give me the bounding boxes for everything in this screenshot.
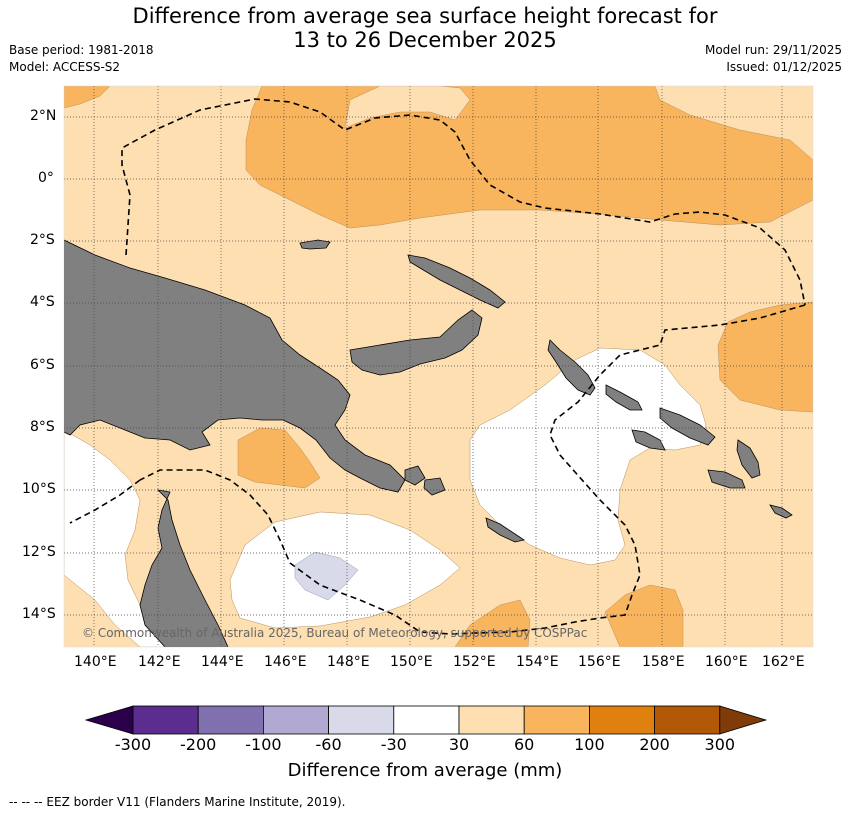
anomaly-neutral-torres xyxy=(64,429,166,647)
louisiade-island xyxy=(485,517,526,543)
choiseul-island xyxy=(605,384,643,411)
colorbar-label: Difference from average (mm) xyxy=(287,760,563,781)
model-text: Model: ACCESS-S2 xyxy=(9,60,121,74)
anomaly-60-100-nw-corner xyxy=(64,86,111,109)
lon-label-160e: 160°E xyxy=(705,654,748,670)
anomaly-negative-patch xyxy=(294,551,359,601)
map-frame xyxy=(63,85,814,648)
colorbar-tick-label: -300 xyxy=(114,735,152,754)
title-line-2: 13 to 26 December 2025 xyxy=(293,28,557,52)
anomaly-60-100-north xyxy=(245,86,813,229)
colorbar-tick-label: -200 xyxy=(180,735,217,754)
makira-island xyxy=(707,469,746,489)
colorbar-tick-label: -100 xyxy=(245,735,282,754)
guadalcanal-island xyxy=(631,429,666,451)
map-panel: © Commonwealth of Australia 2025, Bureau… xyxy=(63,85,814,648)
new-britain-island xyxy=(349,309,483,376)
lon-label-156e: 156°E xyxy=(578,654,621,670)
lon-label-152e: 152°E xyxy=(453,654,496,670)
anomaly-60-100-south-2 xyxy=(604,584,684,647)
lon-label-150e: 150°E xyxy=(390,654,433,670)
colorbar-segment xyxy=(589,705,656,735)
colorbar-segment xyxy=(393,705,460,735)
dentrecasteaux-islands xyxy=(404,465,446,496)
lon-label-144e: 144°E xyxy=(201,654,244,670)
base-period-text: Base period: 1981-2018 xyxy=(9,43,154,57)
colorbar-segment xyxy=(197,705,264,735)
lat-label-12s: 12°S xyxy=(22,544,56,560)
lon-label-142e: 142°E xyxy=(138,654,181,670)
lon-label-158e: 158°E xyxy=(642,654,685,670)
new-guinea-island xyxy=(64,239,406,493)
lat-label-4s: 4°S xyxy=(30,294,55,310)
colorbar-under-arrow xyxy=(84,705,134,735)
colorbar-tick-label: 300 xyxy=(704,735,736,754)
eez-borders xyxy=(69,98,806,635)
cape-york-peninsula xyxy=(139,489,229,647)
anomaly-30-60-pocket-north xyxy=(344,86,471,129)
meta-left: Base period: 1981-2018 Model: ACCESS-S2 xyxy=(9,42,154,76)
new-ireland-island xyxy=(407,254,506,309)
lon-label-162e: 162°E xyxy=(762,654,805,670)
santa-isabel-island xyxy=(659,407,716,446)
malaita-island xyxy=(736,439,761,479)
colorbar-tick-label: 60 xyxy=(514,735,535,754)
lon-label-140e: 140°E xyxy=(74,654,117,670)
lon-label-154e: 154°E xyxy=(516,654,559,670)
colorbar-tick-label: 200 xyxy=(639,735,670,754)
colorbar-segment xyxy=(132,705,199,735)
anomaly-60-100-east xyxy=(717,301,813,413)
lat-label-10s: 10°S xyxy=(22,481,56,497)
lat-label-8s: 8°S xyxy=(30,419,55,435)
model-run-text: Model run: 29/11/2025 xyxy=(704,43,842,57)
chart-title: Difference from average sea surface heig… xyxy=(0,4,850,52)
lat-label-6s: 6°S xyxy=(30,357,55,373)
colorbar-segment xyxy=(523,705,590,735)
lon-label-148e: 148°E xyxy=(327,654,370,670)
anomaly-60-100-south-1 xyxy=(454,599,531,647)
lon-label-146e: 146°E xyxy=(264,654,307,670)
colorbar-segment xyxy=(654,705,721,735)
meta-right: Model run: 29/11/2025 Issued: 01/12/2025 xyxy=(705,42,842,76)
bougainville-island xyxy=(547,339,596,396)
lat-label-2s: 2°S xyxy=(30,232,55,248)
colorbar-tick-label: -30 xyxy=(380,735,407,754)
land-masses xyxy=(64,239,793,647)
issued-text: Issued: 01/12/2025 xyxy=(726,60,842,74)
lat-label-0: 0° xyxy=(38,170,54,186)
colorbar xyxy=(84,705,768,735)
lat-label-14s: 14°S xyxy=(22,606,56,622)
colorbar-tick-label: -60 xyxy=(315,735,342,754)
eez-torres xyxy=(69,479,141,524)
colorbar-tick-label: 100 xyxy=(574,735,605,754)
eez-legend-text: -- -- -- EEZ border V11 (Flanders Marine… xyxy=(9,795,346,809)
title-line-1: Difference from average sea surface heig… xyxy=(132,4,718,28)
colorbar-segment xyxy=(262,705,329,735)
copyright-text: © Commonwealth of Australia 2025, Bureau… xyxy=(82,626,587,640)
gridlines xyxy=(64,86,813,647)
colorbar-tick-label: 30 xyxy=(448,735,470,754)
colorbar-segment xyxy=(458,705,525,735)
lat-label-2n: 2°N xyxy=(30,108,57,124)
colorbar-segment xyxy=(328,705,395,735)
colorbar-over-arrow xyxy=(719,705,768,735)
anomaly-60-100-gulf xyxy=(237,427,321,489)
rennell-island xyxy=(769,504,793,519)
eez-png-solomon xyxy=(139,304,806,635)
manus-island xyxy=(299,239,331,250)
